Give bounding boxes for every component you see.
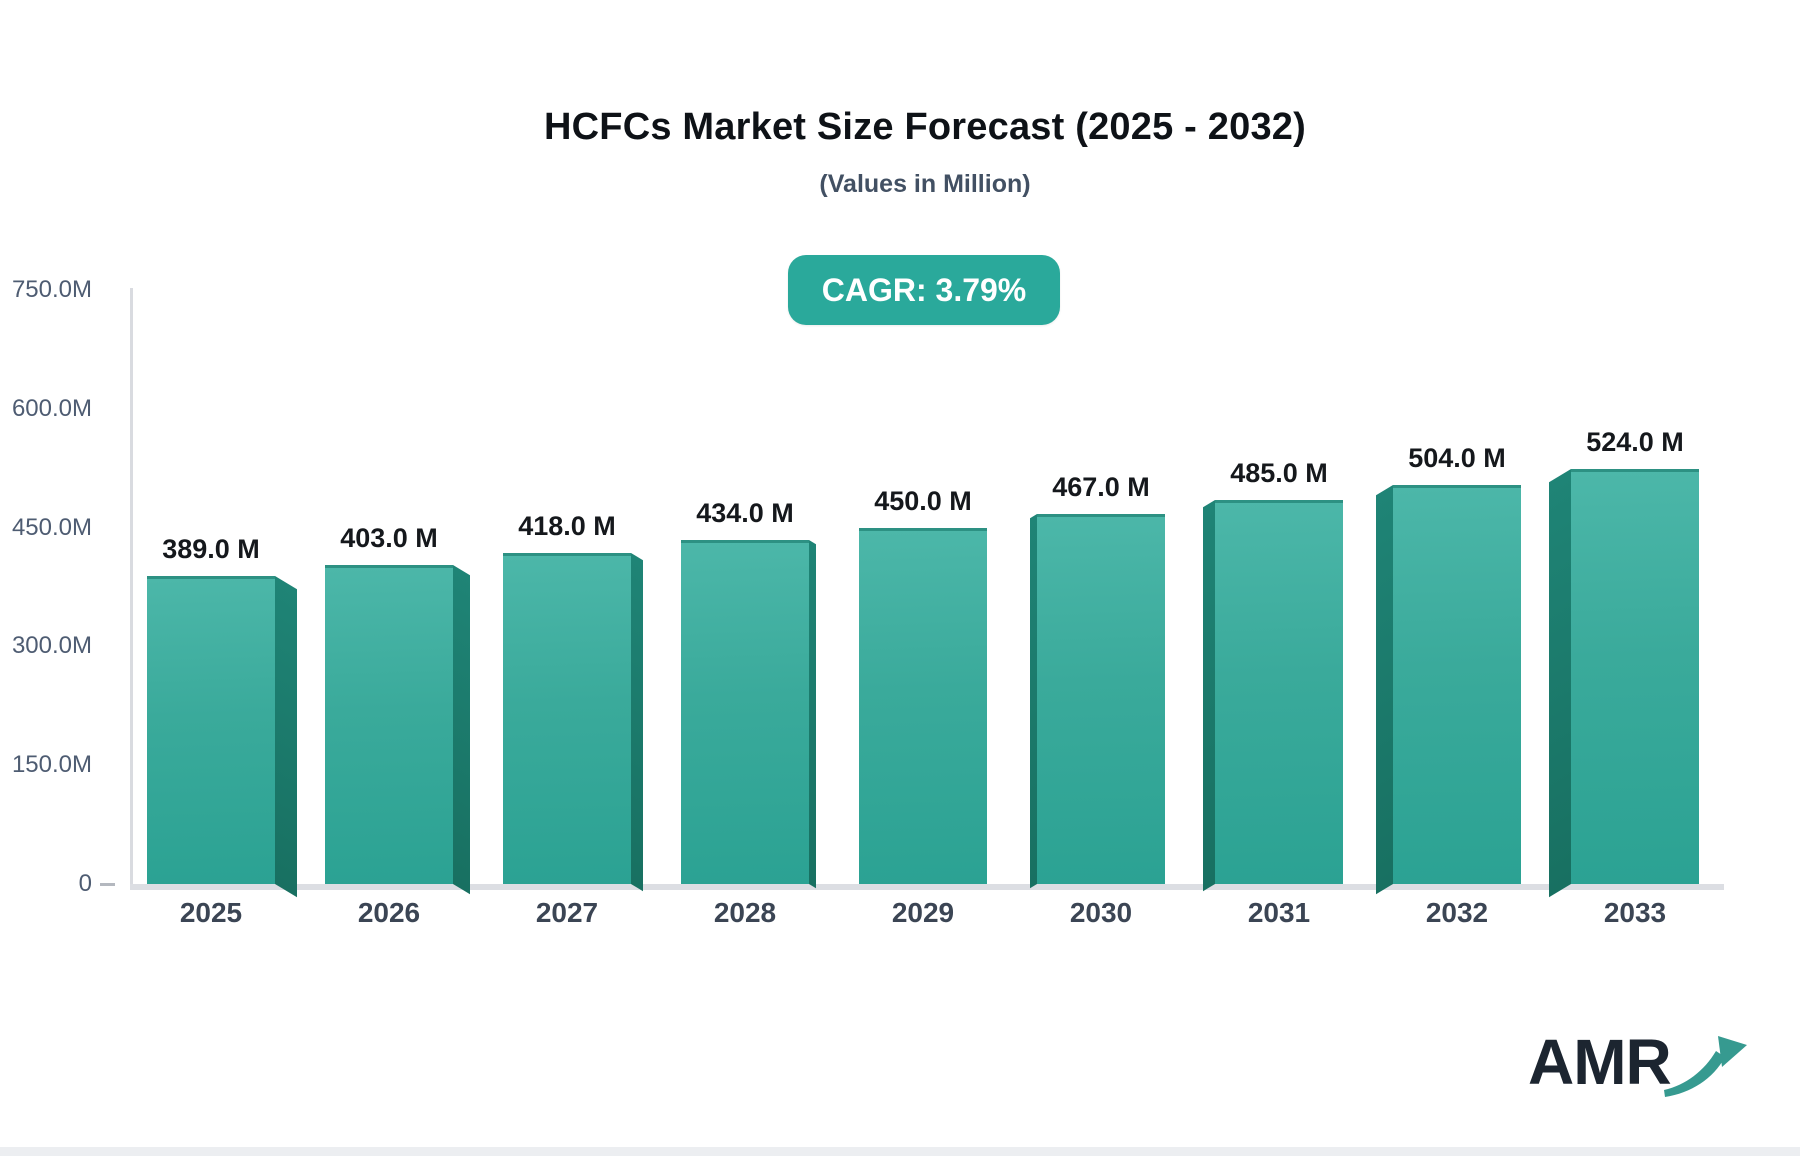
bar-2025[interactable] bbox=[147, 576, 275, 884]
bar-2031[interactable] bbox=[1215, 500, 1343, 884]
x-tick-label: 2026 bbox=[357, 897, 421, 928]
bar-side-face bbox=[1030, 514, 1037, 889]
bar-side-face bbox=[809, 540, 816, 889]
x-tick-label: 2031 bbox=[1247, 897, 1311, 928]
bar-value-label: 504.0 M bbox=[1408, 443, 1506, 473]
amr-logo: AMR bbox=[1528, 1026, 1749, 1098]
cagr-badge: CAGR: 3.79% bbox=[788, 255, 1060, 325]
x-axis-baseline bbox=[130, 884, 1724, 890]
trending-up-arrow-icon bbox=[1663, 1036, 1747, 1097]
bar-side-face bbox=[1203, 500, 1215, 892]
x-tick-label: 2032 bbox=[1425, 897, 1489, 928]
x-tick-label: 2030 bbox=[1069, 897, 1133, 928]
bar-value-label: 418.0 M bbox=[518, 511, 616, 541]
bar-2028[interactable] bbox=[681, 540, 809, 884]
bar-value-label: 403.0 M bbox=[340, 523, 438, 553]
bar-value-label: 434.0 M bbox=[696, 498, 794, 528]
bar-2029[interactable] bbox=[859, 528, 987, 884]
chart-subtitle: (Values in Million) bbox=[819, 170, 1031, 198]
bar-side-face bbox=[275, 576, 297, 898]
zero-tick-mark bbox=[100, 883, 115, 886]
bar-2030[interactable] bbox=[1037, 514, 1165, 884]
bar-2026[interactable] bbox=[325, 565, 453, 884]
bar-value-label: 389.0 M bbox=[162, 534, 260, 564]
y-tick-label: 0 bbox=[78, 870, 92, 897]
bar-side-face bbox=[453, 565, 470, 895]
x-tick-label: 2033 bbox=[1603, 897, 1667, 928]
bar-value-label: 467.0 M bbox=[1052, 472, 1150, 502]
y-tick-label: 300.0M bbox=[11, 632, 92, 660]
bar-2027[interactable] bbox=[503, 553, 631, 884]
amr-logo-text: AMR bbox=[1528, 1026, 1672, 1098]
y-tick-label: 600.0M bbox=[11, 394, 92, 422]
bar-value-label: 485.0 M bbox=[1230, 458, 1328, 488]
bar-2033[interactable] bbox=[1571, 469, 1699, 884]
x-tick-label: 2028 bbox=[713, 897, 777, 928]
x-tick-label: 2029 bbox=[891, 897, 955, 928]
y-axis-line bbox=[130, 288, 133, 890]
bar-side-face bbox=[1376, 485, 1393, 895]
bar-2032[interactable] bbox=[1393, 485, 1521, 884]
bar-value-label: 524.0 M bbox=[1586, 427, 1684, 457]
y-tick-label: 150.0M bbox=[11, 751, 92, 779]
bottom-edge-strip bbox=[0, 1147, 1800, 1156]
y-tick-label: 450.0M bbox=[11, 513, 92, 541]
x-tick-label: 2025 bbox=[179, 897, 243, 928]
x-tick-label: 2027 bbox=[535, 897, 599, 928]
y-tick-label: 750.0M bbox=[11, 276, 92, 303]
bar-side-face bbox=[1549, 469, 1571, 898]
chart-title: HCFCs Market Size Forecast (2025 - 2032) bbox=[544, 106, 1306, 148]
bar-value-label: 450.0 M bbox=[874, 486, 972, 516]
bar-side-face bbox=[631, 553, 643, 892]
